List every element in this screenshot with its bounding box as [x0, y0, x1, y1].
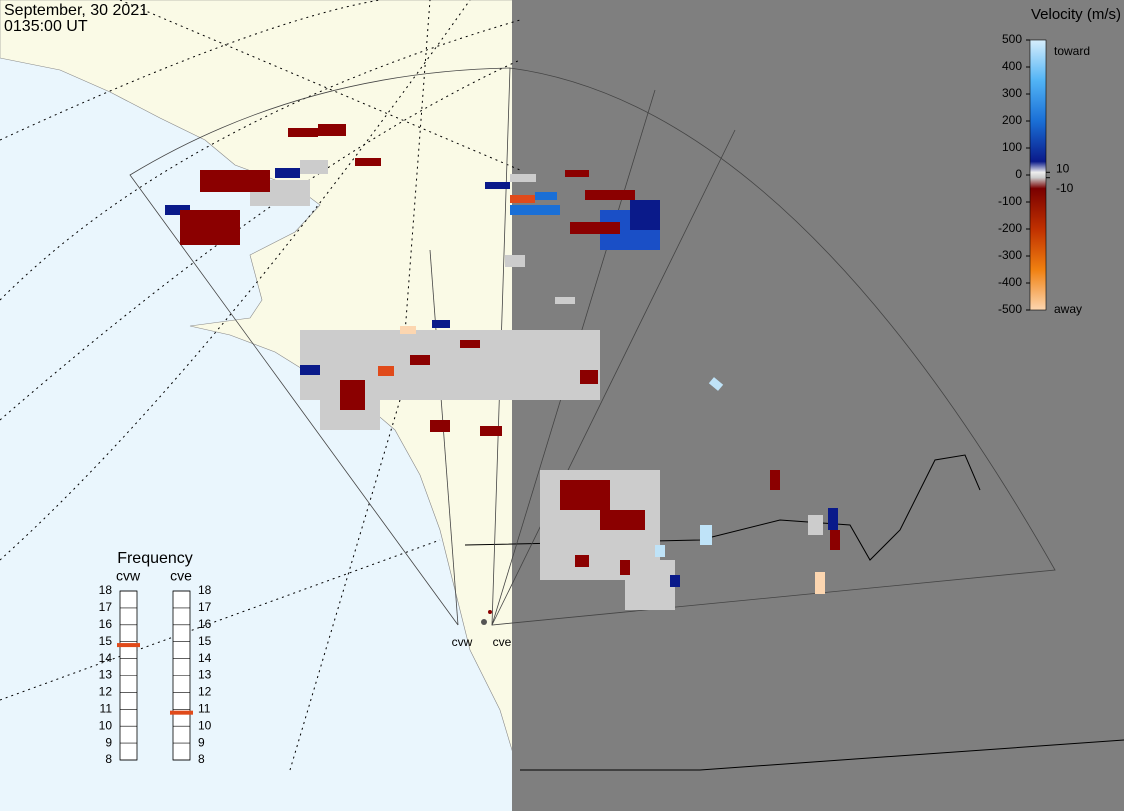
velocity-tick-label: 500 [1002, 32, 1022, 46]
frequency-tick-label: 18 [198, 583, 212, 597]
velocity-tick-label: 300 [1002, 86, 1022, 100]
frequency-tick-label: 9 [198, 735, 205, 749]
frequency-tick-label: 14 [198, 651, 212, 665]
velocity-tick-label: 10 [1056, 161, 1070, 175]
land [0, 0, 521, 811]
frequency-tick-label: 11 [100, 701, 113, 715]
radar-name: cvw [116, 568, 141, 584]
velocity-tick-label: -400 [998, 275, 1022, 289]
frequency-tick-label: 8 [198, 752, 205, 766]
border [464, 454, 981, 561]
frequency-tick-label: 10 [99, 718, 113, 732]
graticule [0, 0, 521, 771]
fov [129, 67, 1056, 626]
site-marker [488, 610, 492, 614]
site-marker [481, 619, 487, 625]
frequency-tick-label: 11 [198, 701, 211, 715]
site-label: cve [493, 635, 512, 649]
frequency-tick-label: 14 [99, 651, 113, 665]
velocity-tick-label: 200 [1002, 113, 1022, 127]
site-label: cvw [452, 635, 473, 649]
frequency-marker [117, 643, 140, 648]
frequency-title: Frequency [117, 550, 193, 567]
toward-label: toward [1054, 44, 1090, 58]
colorbar [1029, 39, 1047, 311]
velocity-tick-label: -200 [998, 221, 1022, 235]
frequency-tick-label: 12 [198, 685, 212, 699]
border [520, 739, 1124, 771]
velocity-tick-label: -10 [1056, 181, 1074, 195]
frequency-tick-label: 15 [198, 634, 212, 648]
velocity-tick-label: -500 [998, 302, 1022, 316]
frequency-tick-label: 13 [99, 668, 113, 682]
frequency-tick-label: 12 [99, 685, 113, 699]
velocity-tick-label: -100 [998, 194, 1022, 208]
frequency-tick-label: 18 [99, 583, 113, 597]
frequency-tick-label: 15 [99, 634, 113, 648]
away-label: away [1054, 302, 1082, 316]
velocity-tick-label: 0 [1015, 167, 1022, 181]
frequency-tick-label: 8 [105, 752, 112, 766]
legend-title: Velocity (m/s) [1031, 6, 1121, 23]
frequency-tick-label: 17 [198, 600, 212, 614]
frequency-tick-label: 9 [105, 735, 112, 749]
velocity-tick-label: -300 [998, 248, 1022, 262]
frequency-tick-label: 16 [198, 617, 212, 631]
velocity-tick-label: 400 [1002, 59, 1022, 73]
frequency-tick-label: 10 [198, 718, 212, 732]
frequency-tick-label: 13 [198, 668, 212, 682]
night-shade [512, 0, 1124, 811]
velocity-tick-label: 100 [1002, 140, 1022, 154]
time: 0135:00 UT [4, 18, 88, 35]
frequency-tick-label: 16 [99, 617, 113, 631]
frequency-tick-label: 17 [99, 600, 113, 614]
frequency-marker [170, 710, 193, 715]
velocity-cells [165, 124, 840, 610]
date: September, 30 2021 [4, 2, 148, 19]
radar-name: cve [170, 568, 192, 584]
